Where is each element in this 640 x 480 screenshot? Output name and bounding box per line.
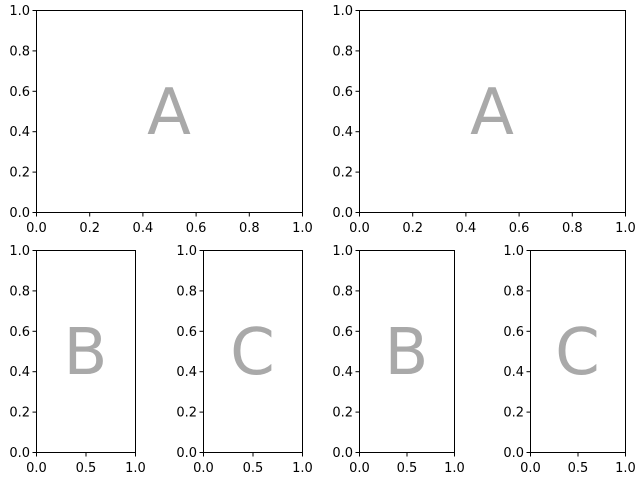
panel-a: A 0.0 0.2 0.4 0.6 0.8 1.0 0.0 0.2 0.4 0.6 0.8 1.0: [332, 4, 636, 236]
x-tick-label: 1.0: [615, 221, 636, 236]
panel-c: C 0.0 0.5 1.0 0.0 0.2 0.4 0.6 0.8 1.0: [503, 244, 636, 476]
x-tick-label: 0.2: [402, 221, 423, 236]
panel-b: B 0.0 0.5 1.0 0.0 0.2 0.4 0.6 0.8 1.0: [332, 244, 465, 476]
y-tick-label: 0.4: [9, 365, 30, 380]
x-tick-label: 0.0: [26, 221, 47, 236]
panel-label: B: [385, 316, 429, 390]
y-tick-label: 0.8: [332, 44, 353, 59]
x-tick-label: 0.5: [397, 461, 418, 476]
y-tick-label: 0.2: [503, 406, 524, 421]
y-tick-label: 0.6: [503, 325, 524, 340]
y-tick-label: 0.4: [332, 365, 353, 380]
y-tick-label: 0.6: [9, 85, 30, 100]
y-tick-label: 0.0: [9, 206, 30, 221]
x-tick-label: 1.0: [292, 221, 313, 236]
axes-frame: [36, 10, 303, 213]
y-tick-label: 0.4: [176, 365, 197, 380]
x-tick-label: 0.0: [520, 461, 541, 476]
x-tick-label: 0.0: [26, 461, 47, 476]
y-tick-label: 0.4: [503, 365, 524, 380]
y-tick-label: 1.0: [176, 244, 197, 259]
panel-label: C: [555, 316, 600, 390]
y-tick-label: 1.0: [503, 244, 524, 259]
x-tick-label: 0.6: [186, 221, 207, 236]
panel-label: A: [147, 76, 191, 150]
x-tick-label: 0.0: [349, 221, 370, 236]
y-tick-label: 0.0: [176, 446, 197, 461]
y-tick-label: 1.0: [9, 244, 30, 259]
x-tick-label: 0.4: [456, 221, 477, 236]
y-tick-label: 0.8: [332, 284, 353, 299]
y-tick-label: 0.8: [9, 284, 30, 299]
x-tick-label: 0.8: [562, 221, 583, 236]
y-tick-label: 0.0: [332, 206, 353, 221]
y-tick-label: 0.6: [176, 325, 197, 340]
y-tick-label: 0.2: [332, 166, 353, 181]
panel-label: B: [64, 316, 108, 390]
panel-c: C 0.0 0.5 1.0 0.0 0.2 0.4 0.6 0.8 1.0: [176, 244, 313, 476]
x-tick-label: 1.0: [444, 461, 465, 476]
x-tick-label: 0.2: [79, 221, 100, 236]
y-tick-label: 0.8: [9, 44, 30, 59]
x-tick-label: 0.6: [509, 221, 530, 236]
panel-label: C: [230, 316, 275, 390]
y-tick-label: 0.0: [503, 446, 524, 461]
x-tick-label: 0.5: [243, 461, 264, 476]
y-tick-label: 0.2: [9, 406, 30, 421]
y-tick-label: 1.0: [9, 4, 30, 19]
axes-frame: [359, 10, 626, 213]
x-tick-label: 0.5: [568, 461, 589, 476]
y-tick-label: 1.0: [332, 244, 353, 259]
y-tick-label: 0.8: [503, 284, 524, 299]
panel-label: A: [470, 76, 514, 150]
y-tick-label: 0.8: [176, 284, 197, 299]
x-tick-label: 1.0: [292, 461, 313, 476]
x-tick-label: 0.4: [133, 221, 154, 236]
x-tick-label: 1.0: [615, 461, 636, 476]
panel-b: B 0.0 0.5 1.0 0.0 0.2 0.4 0.6 0.8 1.0: [9, 244, 146, 476]
y-tick-label: 0.6: [332, 85, 353, 100]
y-tick-label: 0.0: [9, 446, 30, 461]
x-tick-label: 0.8: [239, 221, 260, 236]
y-tick-label: 0.2: [332, 406, 353, 421]
x-tick-label: 0.5: [76, 461, 97, 476]
y-tick-label: 0.4: [9, 125, 30, 140]
x-tick-label: 0.0: [349, 461, 370, 476]
y-tick-label: 0.2: [9, 166, 30, 181]
x-tick-label: 0.0: [193, 461, 214, 476]
y-tick-label: 0.0: [332, 446, 353, 461]
y-tick-label: 0.2: [176, 406, 197, 421]
y-tick-label: 1.0: [332, 4, 353, 19]
y-tick-label: 0.6: [332, 325, 353, 340]
y-tick-label: 0.6: [9, 325, 30, 340]
x-tick-label: 1.0: [125, 461, 146, 476]
panel-a: A 0.0 0.2 0.4 0.6 0.8 1.0 0.0 0.2 0.4 0.6 0.8 1.0: [9, 4, 313, 236]
y-tick-label: 0.4: [332, 125, 353, 140]
